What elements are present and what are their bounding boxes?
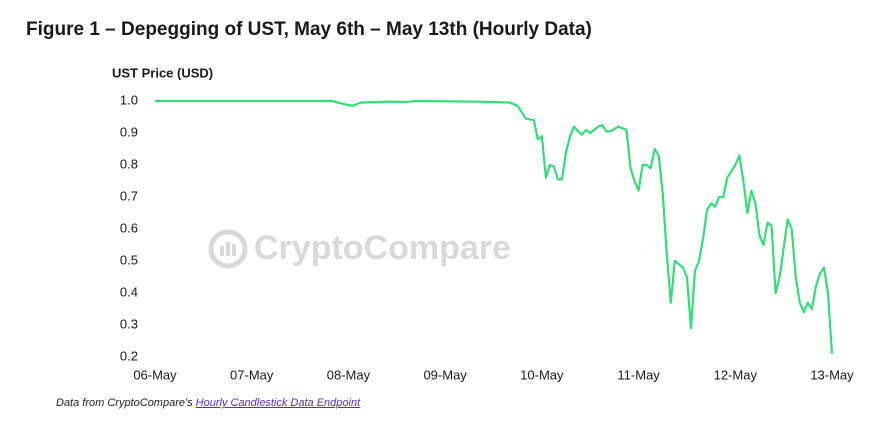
y-axis-label: UST Price (USD)	[112, 65, 213, 80]
x-tick-label: 13-May	[810, 367, 854, 382]
x-tick-label: 08-May	[327, 367, 371, 382]
data-line	[155, 99, 834, 354]
watermark-logo	[208, 229, 248, 269]
x-tick-label: 12-May	[714, 367, 758, 382]
chart-title: Figure 1 – Depegging of UST, May 6th – M…	[26, 19, 592, 40]
y-tick-label: 0.3	[120, 316, 138, 331]
x-tick-label: 11-May	[617, 367, 660, 382]
y-tick-label: 0.9	[120, 124, 138, 139]
y-tick-label: 0.8	[120, 156, 138, 171]
y-tick-label: 0.4	[120, 284, 138, 299]
source-link[interactable]: Hourly Candlestick Data Endpoint	[195, 397, 361, 409]
x-tick-label: 06-May	[133, 367, 177, 382]
x-tick-label: 10-May	[520, 367, 564, 382]
source-text: Data from CryptoCompare's	[56, 397, 193, 409]
y-tick-label: 0.2	[120, 348, 138, 363]
y-tick-label: 1.0	[120, 92, 138, 107]
y-tick-label: 0.6	[120, 220, 138, 235]
x-tick-label: 07-May	[230, 367, 274, 382]
source-note: Data from CryptoCompare's Hourly Candles…	[56, 397, 360, 409]
y-tick-label: 0.5	[120, 252, 138, 267]
watermark: CryptoCompare	[254, 229, 511, 267]
y-tick-label: 0.7	[120, 188, 138, 203]
x-tick-label: 09-May	[423, 367, 467, 382]
